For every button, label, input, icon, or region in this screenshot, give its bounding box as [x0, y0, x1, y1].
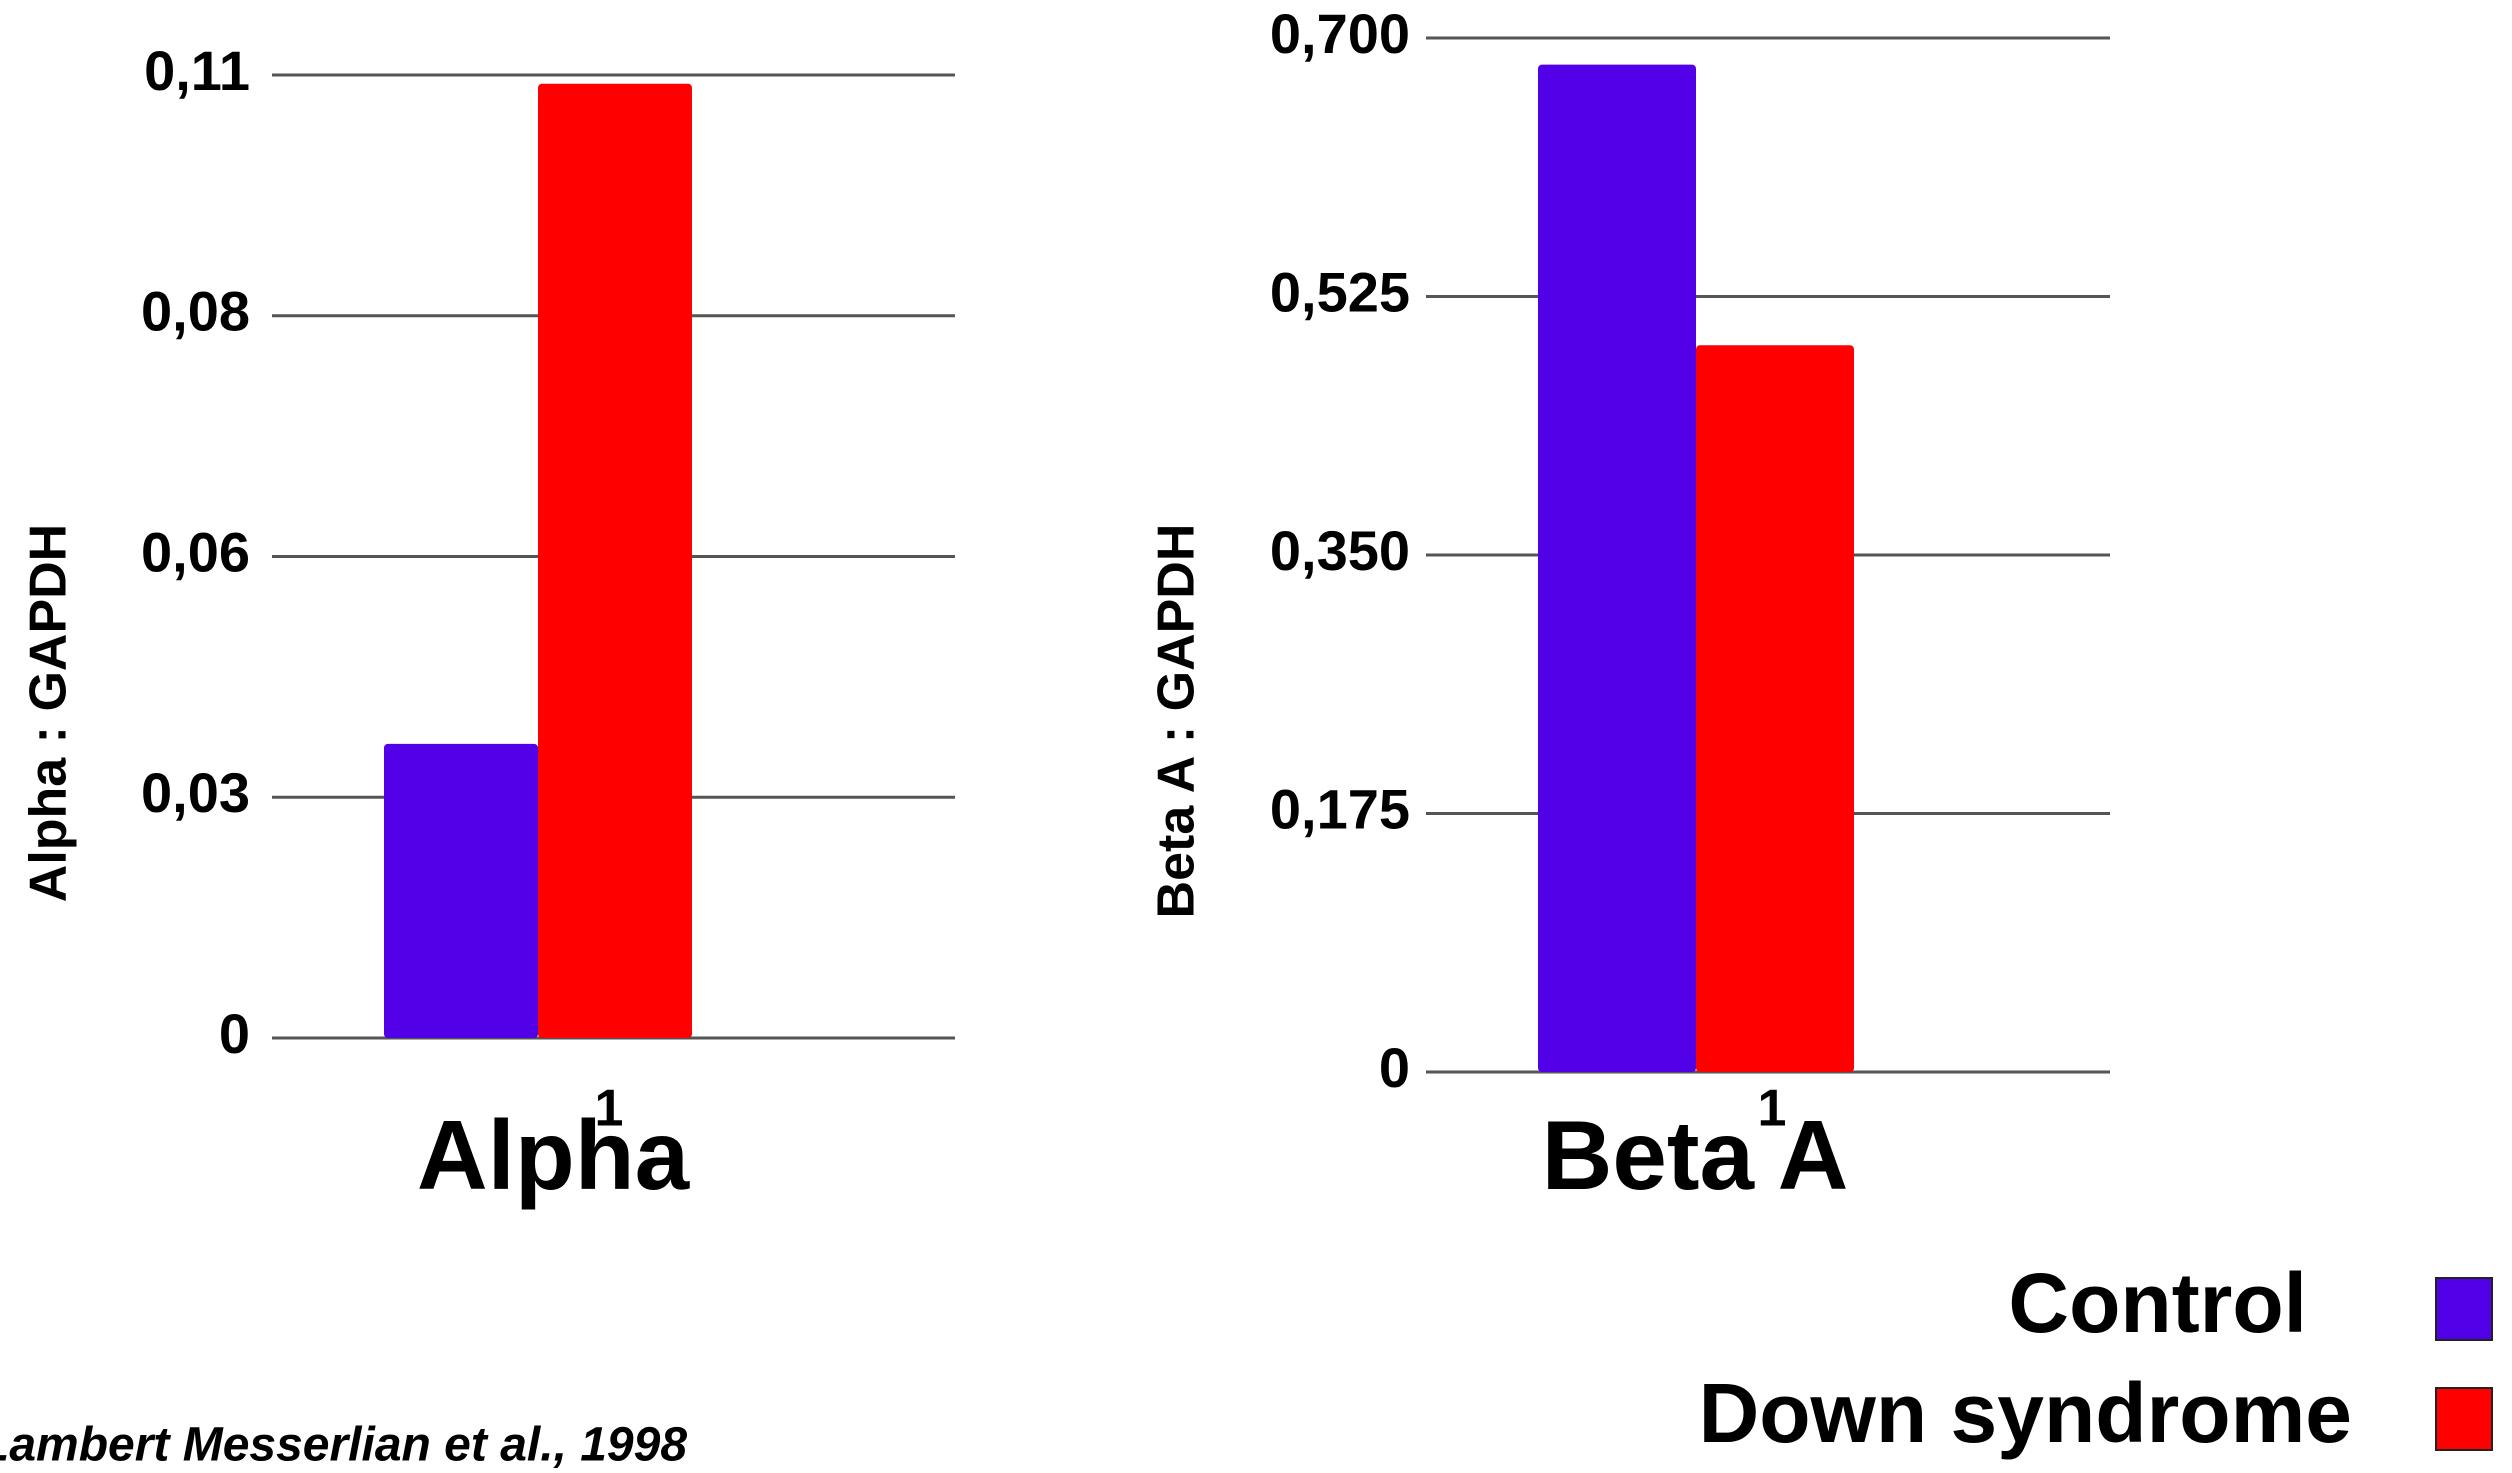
source: Lambert Messerlian et al., 1998 — [0, 1419, 687, 1472]
y-tick-label: 0,700 — [1270, 2, 1410, 65]
y-tick-label: 0,525 — [1270, 260, 1410, 323]
bar — [1696, 345, 1854, 1072]
y-tick-label: 0,350 — [1270, 519, 1410, 582]
x-tick-label: 1 — [1758, 1080, 1787, 1138]
legend-swatch — [2435, 1277, 2493, 1341]
y-axis-label: Alpha : GAPDH — [20, 524, 78, 902]
y-tick-label: 0 — [219, 1002, 250, 1065]
bar — [538, 83, 692, 1039]
bar — [1538, 64, 1696, 1073]
y-tick-label: 0,08 — [141, 280, 250, 343]
x-tick-label: 1 — [595, 1080, 624, 1138]
y-tick-label: 0,06 — [141, 520, 250, 583]
x-axis-label: Alpha — [417, 1100, 691, 1210]
legend-label: Control — [2008, 1256, 2307, 1350]
y-tick-label: 0,11 — [144, 39, 250, 102]
x-axis-label: Beta A — [1542, 1100, 1849, 1210]
y-tick-label: 0,175 — [1270, 777, 1410, 840]
bar — [384, 743, 538, 1038]
y-tick-label: 0,03 — [141, 761, 250, 824]
y-axis-label: Beta A : GAPDH — [1148, 524, 1206, 919]
legend-swatch — [2435, 1387, 2493, 1451]
legend-label: Down syndrome — [1699, 1366, 2352, 1460]
y-tick-label: 0 — [1379, 1036, 1410, 1099]
